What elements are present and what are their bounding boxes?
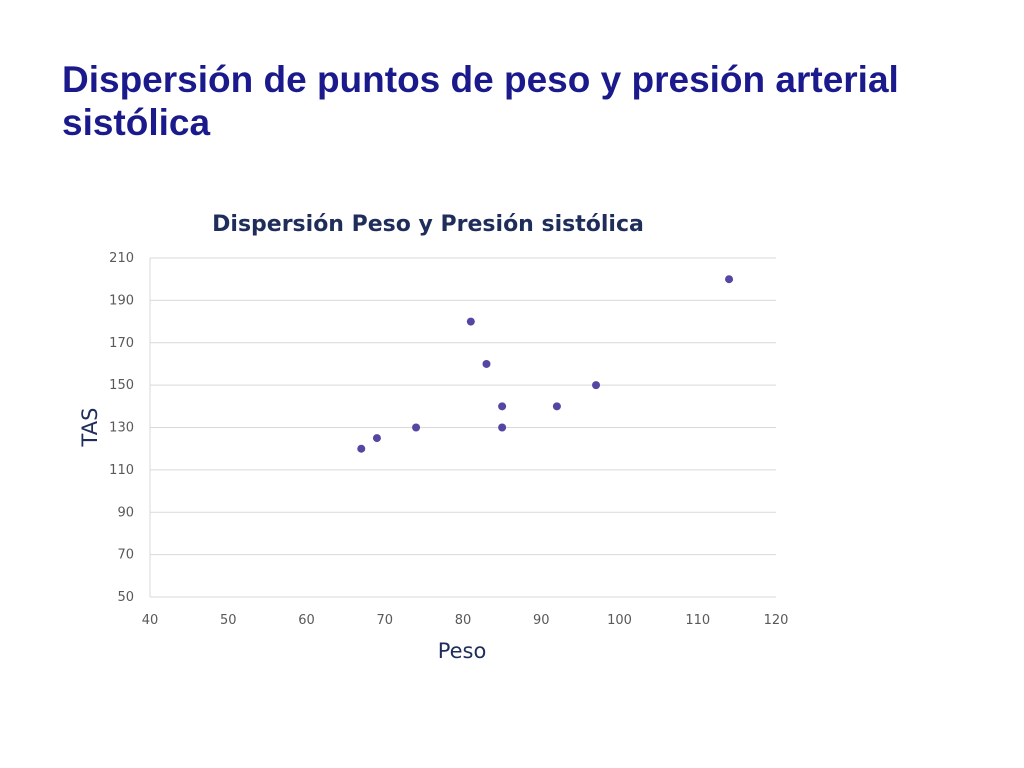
y-tick-label: 130: [109, 421, 134, 436]
gridlines: [150, 257, 776, 556]
axes: [149, 258, 776, 598]
data-point: [725, 275, 734, 284]
data-point: [412, 423, 421, 432]
y-tick-label: 70: [117, 548, 134, 563]
x-axis-ticks: 40 50 60 70 80 90 100 110 120: [142, 613, 789, 628]
x-tick-label: 60: [298, 613, 315, 628]
y-tick-label: 150: [109, 378, 134, 393]
data-point: [372, 434, 381, 443]
x-tick-label: 80: [455, 613, 472, 628]
data-point: [498, 402, 507, 411]
data-point: [466, 317, 475, 326]
data-point: [482, 359, 491, 368]
x-axis-label: Peso: [438, 639, 487, 663]
y-tick-label: 90: [117, 505, 134, 520]
y-tick-label: 190: [109, 293, 134, 308]
slide-title: Dispersión de puntos de peso y presión a…: [62, 59, 899, 143]
chart-title: Dispersión Peso y Presión sistólica: [212, 212, 644, 237]
x-tick-label: 50: [220, 613, 237, 628]
x-tick-label: 120: [764, 613, 789, 628]
x-tick-label: 100: [607, 613, 632, 628]
y-tick-label: 50: [117, 590, 134, 605]
data-points: [357, 275, 734, 453]
y-axis-ticks: 50 70 90 110 130 150 170 190 210: [109, 251, 134, 605]
y-axis-label: TAS: [78, 408, 102, 448]
data-point: [357, 444, 366, 453]
x-tick-label: 40: [142, 613, 159, 628]
y-tick-label: 210: [109, 251, 134, 266]
data-point: [498, 423, 507, 432]
data-point: [552, 402, 561, 411]
data-point: [592, 381, 601, 390]
x-tick-label: 90: [533, 613, 550, 628]
y-tick-label: 170: [109, 336, 134, 351]
x-tick-label: 110: [685, 613, 710, 628]
y-tick-label: 110: [109, 463, 134, 478]
x-tick-label: 70: [376, 613, 393, 628]
